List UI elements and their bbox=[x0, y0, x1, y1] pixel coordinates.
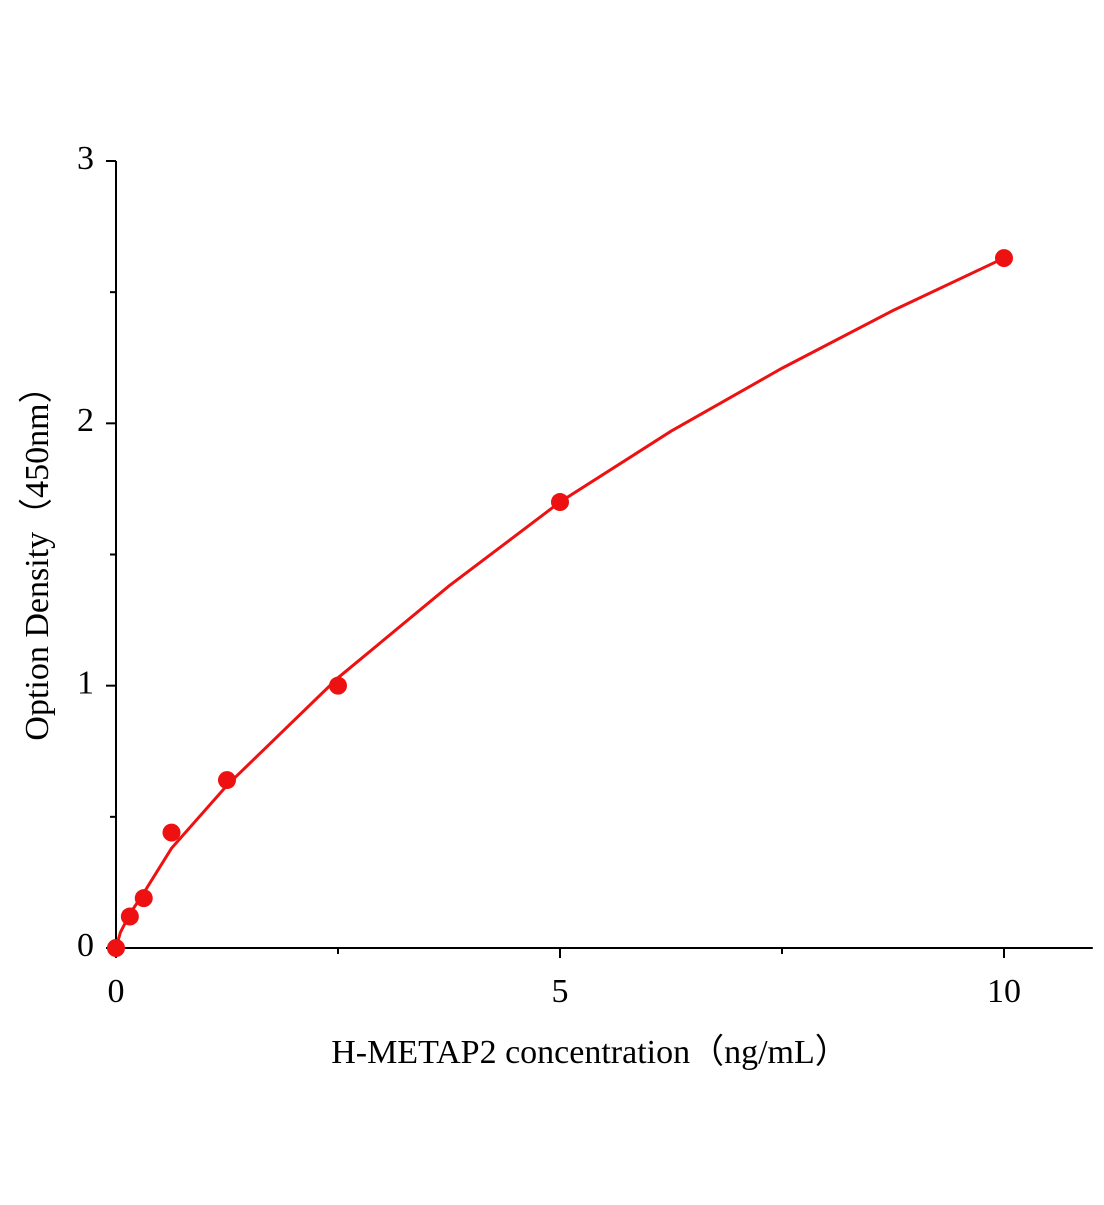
x-tick-label: 0 bbox=[108, 973, 125, 1010]
y-axis-label: Option Density（450nm） bbox=[18, 369, 56, 740]
x-axis-label: H-METAP2 concentration（ng/mL） bbox=[331, 1033, 849, 1071]
y-tick-label: 2 bbox=[77, 402, 94, 439]
data-point bbox=[218, 771, 236, 790]
y-tick-label: 3 bbox=[77, 140, 94, 177]
y-tick-label: 0 bbox=[77, 927, 94, 964]
fit-curve bbox=[114, 256, 1005, 949]
data-point bbox=[162, 823, 181, 842]
x-tick-label: 5 bbox=[552, 973, 569, 1010]
y-tick-label: 1 bbox=[77, 664, 94, 701]
x-tick-label: 10 bbox=[987, 973, 1021, 1010]
data-point bbox=[134, 889, 153, 908]
